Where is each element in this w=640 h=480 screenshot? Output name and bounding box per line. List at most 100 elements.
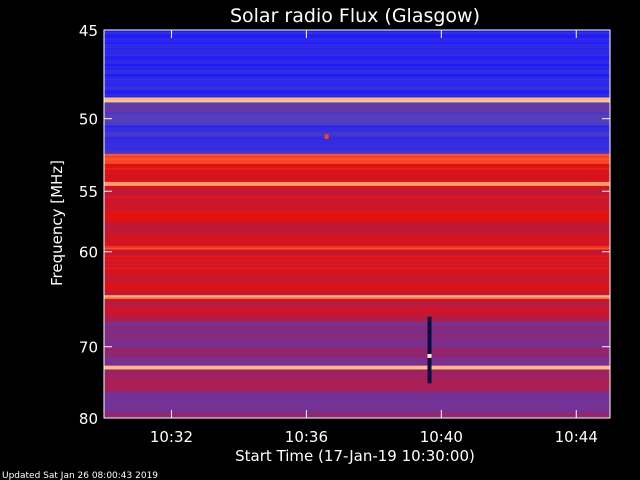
heatmap-row bbox=[104, 104, 610, 107]
heatmap-row bbox=[104, 223, 610, 227]
heatmap-row bbox=[104, 311, 610, 314]
x-tick-label: 10:32 bbox=[150, 428, 193, 446]
heatmap-row bbox=[104, 313, 610, 316]
heatmap-row bbox=[104, 32, 610, 35]
heatmap-row bbox=[104, 373, 610, 376]
heatmap-row bbox=[104, 235, 610, 239]
burst-mark bbox=[427, 316, 432, 384]
heatmap-row bbox=[104, 201, 610, 205]
heatmap-row bbox=[104, 287, 610, 290]
heatmap-row bbox=[104, 135, 610, 138]
heatmap-row bbox=[104, 379, 610, 382]
heatmap-band bbox=[104, 295, 610, 300]
heatmap-band bbox=[104, 30, 610, 98]
y-axis: 45 50 55 60 70 80 bbox=[79, 22, 610, 428]
heatmap-row bbox=[104, 405, 610, 409]
heatmap-row bbox=[104, 397, 610, 401]
heatmap-row bbox=[104, 173, 610, 177]
heatmap-row bbox=[104, 343, 610, 346]
heatmap-row bbox=[104, 102, 610, 105]
heatmap-row bbox=[104, 403, 610, 407]
heatmap-row bbox=[104, 99, 610, 102]
heatmap-row bbox=[104, 209, 610, 213]
burst-mark bbox=[324, 134, 329, 139]
heatmap-row bbox=[104, 333, 610, 336]
heatmap-row bbox=[104, 361, 610, 364]
heatmap-row bbox=[104, 54, 610, 57]
heatmap-row bbox=[104, 56, 610, 59]
heatmap-row bbox=[104, 225, 610, 229]
plot-frame bbox=[103, 29, 611, 419]
heatmap-row bbox=[104, 246, 610, 249]
heatmap-row bbox=[104, 213, 610, 217]
heatmap-row bbox=[104, 391, 610, 395]
heatmap-row bbox=[104, 108, 610, 111]
heatmap-row bbox=[104, 281, 610, 284]
heatmap-row bbox=[104, 255, 610, 258]
heatmap-row bbox=[104, 125, 610, 128]
heatmap-row bbox=[104, 153, 610, 155]
heatmap-row bbox=[104, 409, 610, 413]
heatmap-row bbox=[104, 193, 610, 197]
heatmap-row bbox=[104, 127, 610, 130]
heatmap-row bbox=[104, 129, 610, 132]
heatmap-row bbox=[104, 267, 610, 270]
heatmap-row bbox=[104, 165, 610, 169]
x-tick-label: 10:36 bbox=[285, 428, 328, 446]
heatmap-row bbox=[104, 293, 610, 296]
heatmap-row bbox=[104, 131, 610, 134]
heatmap-row bbox=[104, 345, 610, 348]
heatmap-row bbox=[104, 163, 610, 167]
y-tick-label: 70 bbox=[79, 339, 98, 357]
heatmap-row bbox=[104, 183, 610, 187]
heatmap-row bbox=[104, 207, 610, 211]
heatmap-band bbox=[104, 369, 610, 393]
heatmap-row bbox=[104, 387, 610, 390]
heatmap-row bbox=[104, 393, 610, 397]
heatmap-row bbox=[104, 389, 610, 392]
heatmap-row bbox=[104, 185, 610, 189]
heatmap-band bbox=[104, 249, 610, 296]
heatmap-row bbox=[104, 347, 610, 350]
heatmap-row bbox=[104, 331, 610, 334]
heatmap-row bbox=[104, 307, 610, 310]
heatmap-row bbox=[104, 88, 610, 91]
heatmap-row bbox=[104, 395, 610, 399]
heatmap-row bbox=[104, 359, 610, 362]
heatmap-row bbox=[104, 303, 610, 306]
heatmap-row bbox=[104, 385, 610, 388]
x-axis-label: Start Time (17-Jan-19 10:30:00) bbox=[235, 447, 475, 465]
heatmap-row bbox=[104, 149, 610, 152]
heatmap-band bbox=[104, 102, 610, 124]
heatmap-row bbox=[104, 120, 610, 123]
heatmap-row bbox=[104, 161, 610, 165]
heatmap-row bbox=[104, 229, 610, 233]
heatmap-row bbox=[104, 78, 610, 81]
heatmap-row bbox=[104, 84, 610, 87]
heatmap-row bbox=[104, 177, 610, 181]
heatmap-row bbox=[104, 221, 610, 225]
heatmap-row bbox=[104, 341, 610, 344]
heatmap-row bbox=[104, 305, 610, 308]
heatmap-row bbox=[104, 381, 610, 384]
heatmap-row bbox=[104, 179, 610, 183]
heatmap-row bbox=[104, 110, 610, 113]
heatmap-row bbox=[104, 363, 610, 366]
heatmap-row bbox=[104, 52, 610, 55]
heatmap-row bbox=[104, 197, 610, 201]
heatmap-row bbox=[104, 239, 610, 243]
x-axis: 10:32 10:36 10:40 10:44 bbox=[150, 30, 598, 446]
heatmap-row bbox=[104, 195, 610, 199]
updated-timestamp: Updated Sat Jan 26 08:00:43 2019 bbox=[2, 471, 158, 480]
heatmap-row bbox=[104, 94, 610, 97]
heatmap-row bbox=[104, 101, 610, 103]
heatmap-row bbox=[104, 413, 610, 417]
heatmap-row bbox=[104, 34, 610, 37]
heatmap-row bbox=[104, 329, 610, 332]
heatmap-row bbox=[104, 271, 610, 274]
heatmap-row bbox=[104, 155, 610, 159]
heatmap-row bbox=[104, 261, 610, 264]
heatmap-row bbox=[104, 349, 610, 352]
heatmap-row bbox=[104, 122, 610, 124]
heatmap-row bbox=[104, 58, 610, 61]
